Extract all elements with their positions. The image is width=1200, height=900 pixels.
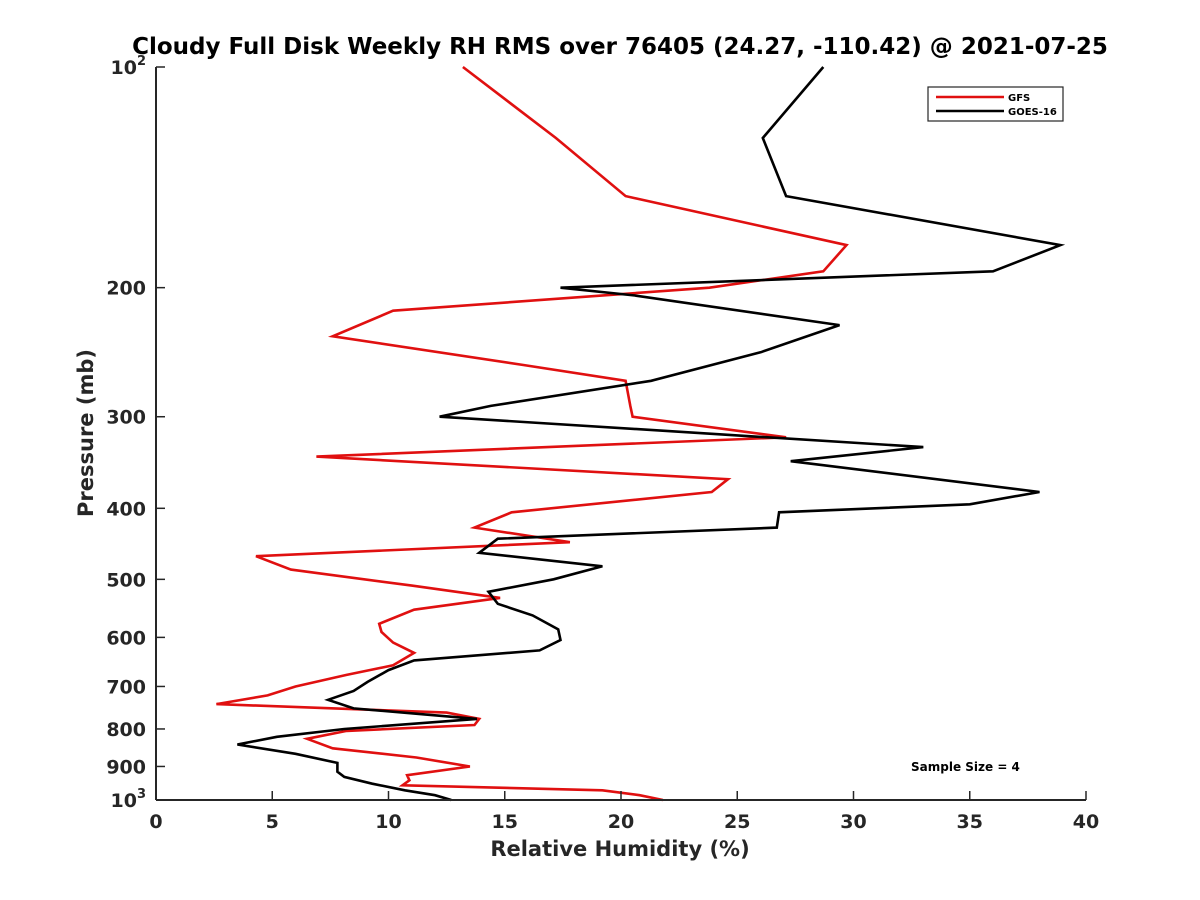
legend-label-goes16: GOES-16	[1008, 107, 1057, 118]
sample-size-annotation: Sample Size = 4	[911, 760, 1020, 774]
plot-lines	[216, 65, 1066, 802]
x-ticks: 0 5 10 15 20 25 30 35 40	[149, 791, 1099, 833]
y-tick-label: 900	[106, 756, 146, 778]
y-tick-label: 300	[106, 407, 146, 429]
x-axis-label: Relative Humidity (%)	[490, 837, 749, 861]
y-tick-label: 700	[106, 676, 146, 698]
legend: GFS GOES-16	[927, 86, 1064, 122]
x-tick-label: 0	[149, 811, 162, 833]
series-line-goes16	[237, 66, 1066, 802]
x-tick-label: 30	[840, 811, 866, 833]
x-tick-label: 15	[492, 811, 518, 833]
y-tick-label: 500	[106, 569, 146, 591]
y-ticks: 102 200 300 400 500 600 700 800 900 103	[106, 54, 165, 812]
x-tick-label: 10	[375, 811, 401, 833]
y-tick-label: 800	[106, 719, 146, 741]
y-tick-label: 200	[106, 278, 146, 300]
x-tick-label: 5	[266, 811, 279, 833]
legend-label-gfs: GFS	[1008, 93, 1030, 104]
series-line-gfs	[216, 65, 849, 802]
y-tick-label: 103	[111, 787, 147, 812]
x-tick-label: 35	[957, 811, 983, 833]
y-tick-label: 600	[106, 627, 146, 649]
x-tick-label: 20	[608, 811, 634, 833]
y-tick-label: 102	[111, 54, 147, 79]
legend-box	[927, 86, 1064, 122]
chart-title: Cloudy Full Disk Weekly RH RMS over 7640…	[132, 34, 1108, 60]
y-axis-label: Pressure (mb)	[74, 349, 98, 517]
x-tick-label: 40	[1073, 811, 1099, 833]
x-tick-label: 25	[724, 811, 750, 833]
y-tick-label: 400	[106, 498, 146, 520]
